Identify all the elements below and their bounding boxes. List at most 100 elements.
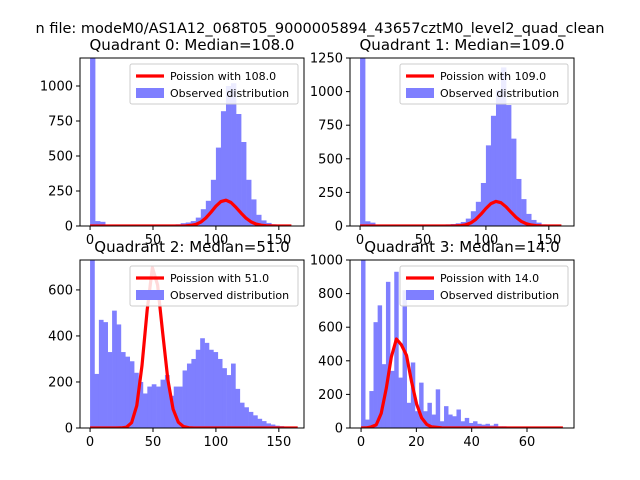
y-tick-label: 0 bbox=[335, 220, 343, 235]
histogram-bar bbox=[516, 178, 522, 226]
histogram-bar bbox=[253, 415, 258, 428]
x-tick-label: 50 bbox=[415, 233, 432, 248]
histogram-bar bbox=[226, 375, 232, 428]
y-tick-label: 250 bbox=[318, 186, 343, 201]
histogram-bar bbox=[361, 260, 366, 428]
y-tick-label: 400 bbox=[318, 354, 343, 369]
histogram-bar bbox=[414, 411, 420, 428]
histogram-bar bbox=[406, 402, 412, 428]
histogram-bar bbox=[261, 220, 267, 226]
legend-poisson-label: Poission with 51.0 bbox=[170, 272, 269, 285]
histogram-bar bbox=[369, 391, 374, 428]
histogram-bar bbox=[191, 358, 197, 428]
legend-poisson-label: Poission with 14.0 bbox=[440, 272, 539, 285]
histogram-bar bbox=[365, 419, 370, 428]
histogram-bar bbox=[160, 379, 166, 428]
x-tick-label: 150 bbox=[536, 233, 561, 248]
histogram-bar bbox=[435, 389, 441, 428]
histogram-bar bbox=[173, 386, 179, 428]
histogram-bar bbox=[501, 67, 507, 226]
histogram-bar bbox=[419, 382, 424, 428]
x-tick-label: 0 bbox=[356, 233, 364, 248]
legend-box bbox=[399, 63, 569, 105]
histogram-bar bbox=[460, 421, 466, 428]
histogram-bar bbox=[107, 352, 113, 428]
x-tick-label: 0 bbox=[86, 435, 94, 450]
quadrant-2-legend: Poission with 51.0 Observed distribution bbox=[129, 265, 299, 307]
histogram-bar bbox=[178, 386, 183, 428]
histogram-bar bbox=[398, 377, 403, 428]
histogram-bar bbox=[239, 402, 245, 428]
x-tick-label: 100 bbox=[203, 233, 228, 248]
x-tick-label: 60 bbox=[519, 435, 536, 450]
histogram-bar bbox=[493, 423, 499, 428]
histogram-bar bbox=[431, 414, 437, 428]
histogram-bar bbox=[477, 423, 482, 428]
histogram-bar bbox=[444, 406, 449, 428]
histogram-bar bbox=[129, 361, 135, 428]
histogram-bar bbox=[373, 322, 378, 428]
legend-observed-label: Observed distribution bbox=[170, 289, 289, 302]
histogram-bar bbox=[256, 214, 262, 226]
legend-observed-swatch bbox=[136, 88, 164, 98]
quadrant-3-plot-area bbox=[361, 260, 563, 428]
x-tick-label: 0 bbox=[357, 435, 365, 450]
histogram-bar bbox=[231, 363, 236, 428]
x-tick-label: 150 bbox=[266, 233, 291, 248]
x-tick-label: 100 bbox=[203, 435, 228, 450]
histogram-bar bbox=[377, 305, 383, 428]
histogram-bar bbox=[360, 58, 366, 226]
quadrant-2-chart: 0 50 100 150 0 200 400 600 Quadrant 2: Median=51… bbox=[48, 238, 305, 450]
histogram-bar bbox=[138, 381, 144, 428]
quadrant-1-chart: 0 50 100 150 0 250 500 750 1000 1250 Quadrant 1: M… bbox=[310, 36, 575, 248]
y-tick-label: 1250 bbox=[310, 52, 343, 67]
histogram-bar bbox=[423, 411, 428, 428]
y-tick-label: 250 bbox=[48, 185, 73, 200]
histogram-bar bbox=[169, 395, 175, 428]
histogram-bar bbox=[200, 338, 205, 428]
histogram-bar bbox=[452, 416, 457, 428]
histogram-bar bbox=[526, 213, 532, 226]
legend-observed-label: Observed distribution bbox=[440, 87, 559, 100]
histogram-bar bbox=[266, 423, 271, 428]
x-tick-label: 50 bbox=[145, 435, 162, 450]
histogram-bar bbox=[225, 86, 232, 226]
histogram-bar bbox=[521, 199, 527, 226]
y-tick-label: 1000 bbox=[310, 254, 343, 269]
quadrant-0-legend: Poission with 108.0 Observed distribution bbox=[129, 63, 299, 105]
histogram-bar bbox=[210, 179, 217, 226]
histogram-bar bbox=[156, 386, 161, 428]
legend-observed-label: Observed distribution bbox=[170, 87, 289, 100]
histogram-bar bbox=[468, 422, 474, 428]
y-tick-label: 600 bbox=[318, 321, 343, 336]
histogram-bar bbox=[98, 319, 104, 428]
histogram-bar bbox=[370, 222, 376, 226]
histogram-bar bbox=[511, 138, 517, 226]
legend-box bbox=[129, 63, 299, 105]
histogram-bar bbox=[480, 182, 487, 226]
histogram-bar bbox=[439, 421, 445, 428]
histogram-bar bbox=[120, 352, 126, 428]
histogram-bar bbox=[151, 384, 157, 428]
histogram-bar bbox=[485, 423, 490, 428]
legend-observed-label: Observed distribution bbox=[440, 289, 559, 302]
legend-poisson-label: Poission with 109.0 bbox=[440, 70, 546, 83]
quadrant-2-axes-frame bbox=[79, 259, 305, 429]
figure-suptitle: n file: modeM0/AS1A12_068T05_9000005894_… bbox=[36, 21, 605, 37]
legend-box bbox=[129, 265, 299, 307]
histogram-bar bbox=[402, 290, 407, 428]
histogram-bar bbox=[495, 90, 502, 226]
histogram-bar bbox=[257, 418, 263, 428]
quadrant-3-legend: Poission with 14.0 Observed distribution bbox=[399, 265, 569, 307]
histogram-bar bbox=[100, 221, 106, 226]
histogram-bar bbox=[244, 407, 249, 428]
y-tick-label: 600 bbox=[48, 283, 73, 298]
histogram-bar bbox=[94, 373, 100, 428]
histogram-bar bbox=[470, 211, 477, 226]
poisson-curve bbox=[361, 337, 563, 428]
histogram-bar bbox=[103, 322, 108, 428]
histogram-bar bbox=[182, 370, 188, 428]
quadrant-1-axes-frame bbox=[349, 57, 575, 227]
